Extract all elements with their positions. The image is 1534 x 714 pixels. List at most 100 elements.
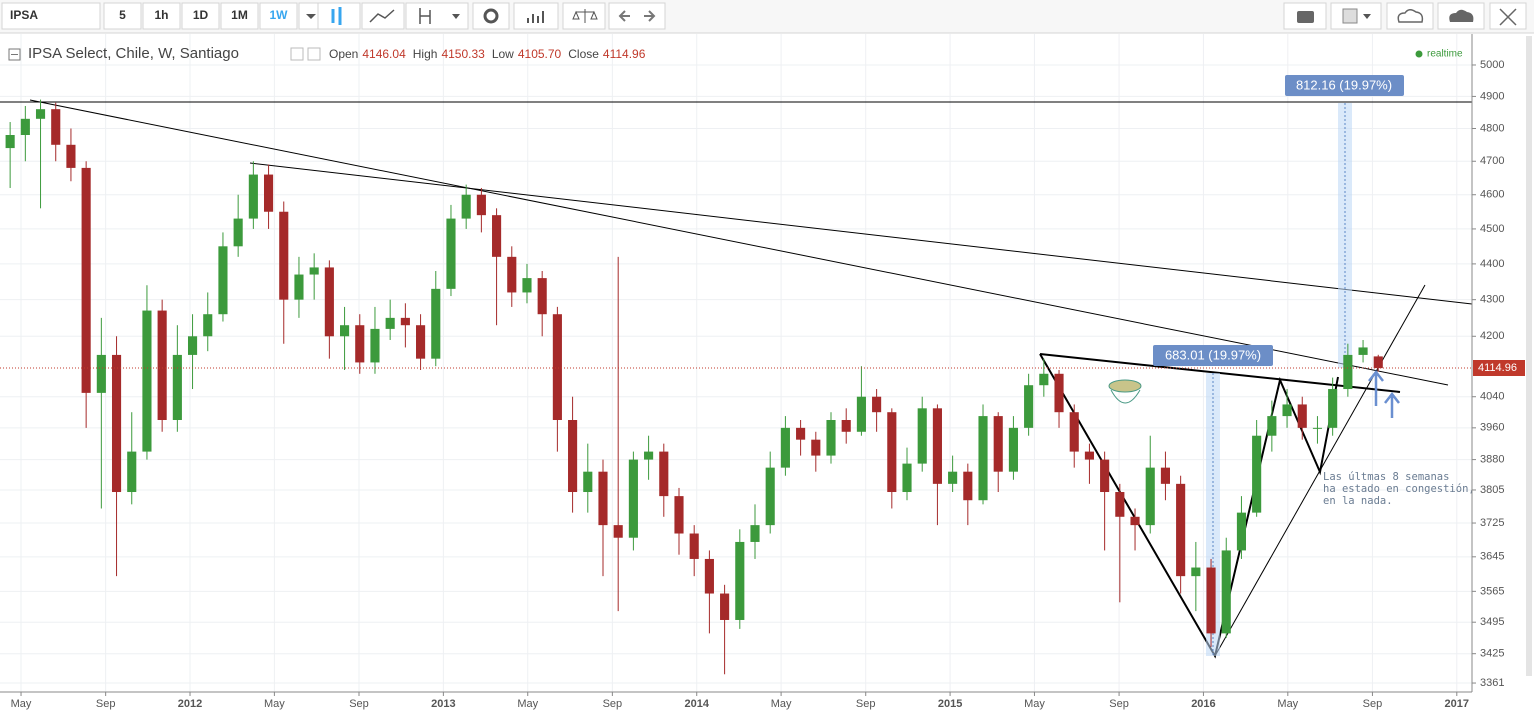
candle-body [1191, 567, 1201, 577]
x-tick-label: Sep [96, 698, 116, 710]
candle-body [66, 144, 76, 168]
candle-body [887, 412, 897, 493]
candle-body [613, 525, 623, 538]
interval-button[interactable] [259, 2, 298, 30]
x-tick-label: 2015 [938, 698, 962, 710]
candle-body [142, 310, 152, 452]
interval-button[interactable] [142, 2, 181, 30]
cloud-icon [1449, 9, 1474, 22]
interval-button[interactable] [103, 2, 142, 30]
interval-button[interactable] [181, 2, 220, 30]
interval-button[interactable] [220, 2, 259, 30]
dropdown-icon [306, 14, 316, 19]
candle-body [172, 354, 182, 421]
candle-body [765, 467, 775, 526]
candle-body [1145, 467, 1155, 526]
y-tick-label: 3425 [1480, 648, 1504, 660]
symbol-box[interactable] [1, 2, 101, 30]
candle-body [431, 288, 441, 359]
undo-redo[interactable] [608, 2, 666, 30]
candle-body [416, 325, 426, 359]
candle-body [1267, 416, 1277, 436]
load-button[interactable] [1386, 2, 1434, 30]
y-tick-label: 4500 [1480, 223, 1504, 235]
candle-body [1373, 356, 1383, 369]
candle-body [537, 278, 547, 315]
y-tick-label: 3495 [1480, 616, 1504, 628]
candle-body [218, 246, 228, 315]
arrow [1384, 391, 1400, 418]
candle-body [294, 274, 304, 300]
x-tick-label: 2013 [431, 698, 455, 710]
y-tick-label: 4700 [1480, 155, 1504, 167]
candle-body [902, 463, 912, 493]
candle-body [1328, 389, 1338, 428]
candle-body [340, 325, 350, 337]
grid [0, 34, 1472, 692]
candle-body [598, 471, 608, 526]
candle-body [1008, 427, 1018, 472]
candle-body [1236, 512, 1247, 551]
note-text: Las últmas 8 semanas [1323, 471, 1449, 483]
x-tick-label: Sep [1109, 698, 1129, 710]
candle-body [1358, 347, 1368, 355]
x-tick-label: 2012 [178, 698, 202, 710]
candle-body [856, 396, 866, 432]
layout-button[interactable] [1330, 2, 1382, 30]
candle-body [735, 541, 745, 620]
measure-label: 812.16 (19.97%) [1296, 77, 1392, 92]
candle-body [446, 218, 456, 289]
templates-button[interactable] [513, 2, 559, 30]
candle-body [583, 471, 593, 493]
candle-body [1252, 435, 1262, 513]
interval-label: 1M [231, 8, 248, 22]
candle-body [35, 109, 46, 119]
header-icon[interactable] [307, 47, 321, 61]
y-tick-label: 4900 [1480, 90, 1504, 102]
candle-icon [331, 7, 342, 25]
note-text: en la nada. [1323, 495, 1393, 507]
interval-label: 1W [270, 8, 289, 22]
x-axis-area [0, 692, 1472, 714]
compare-scale-button[interactable] [562, 2, 606, 30]
y-tick-label: 3805 [1480, 484, 1504, 496]
candle-body [355, 325, 365, 363]
candle-body [507, 256, 517, 293]
candle-body [689, 533, 699, 559]
y-tick-label: 3725 [1480, 517, 1504, 529]
candle-body [324, 267, 334, 337]
legend-name: Low [492, 47, 514, 61]
legend-value: 4105.70 [518, 47, 562, 61]
arrow [1368, 369, 1384, 406]
candle-body [157, 310, 167, 421]
collapse-icon[interactable] [8, 48, 21, 61]
candle-body [628, 459, 638, 538]
candles [5, 99, 1383, 675]
interval-label: 5 [119, 8, 126, 22]
save-button[interactable] [1437, 2, 1485, 30]
candle-body [1297, 404, 1307, 428]
header-icon[interactable] [290, 47, 304, 61]
candle-body [1054, 373, 1064, 413]
candle-body [1312, 427, 1323, 429]
candle-body [948, 471, 958, 484]
candle-body [111, 354, 122, 493]
dropdown-icon [452, 14, 460, 19]
measure-label-box [1153, 345, 1273, 366]
symbol: IPSA [10, 8, 38, 22]
candle-body [674, 496, 684, 534]
templates-icon [527, 11, 544, 23]
layout-icon [1342, 8, 1358, 24]
settings-button[interactable] [472, 2, 510, 30]
candle-body [644, 451, 654, 460]
indicators-button[interactable] [405, 2, 469, 30]
note-text: ha estado en congestión, [1323, 483, 1475, 495]
candle-body [720, 593, 730, 620]
candle-body [780, 427, 790, 468]
candle-body [1176, 483, 1186, 577]
y-tick-label: 3880 [1480, 454, 1504, 466]
scrollbar[interactable] [1526, 36, 1532, 676]
indicators-icon [419, 8, 431, 24]
